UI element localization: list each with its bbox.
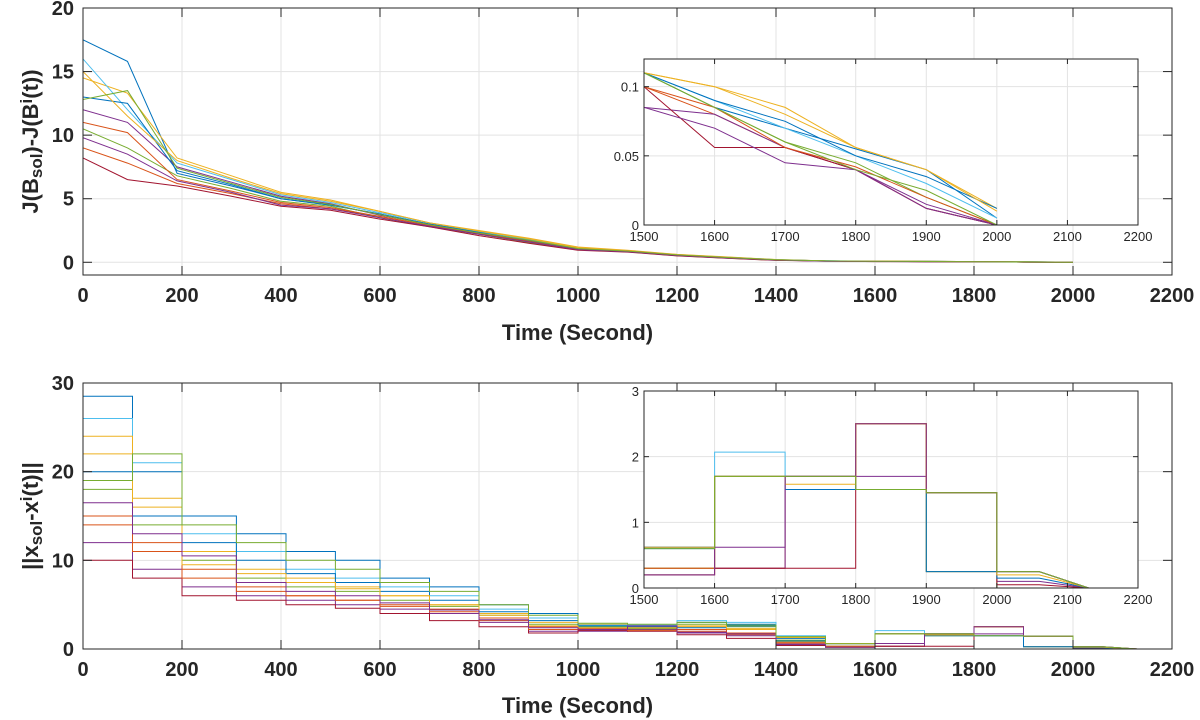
y-axis-label-part: J(B xyxy=(18,178,43,213)
x-tick-label: 1400 xyxy=(754,659,799,681)
x-axis-label: Time (Second) xyxy=(502,320,653,345)
x-tick-label: 1200 xyxy=(655,285,700,307)
x-tick-label: 1800 xyxy=(841,229,870,244)
y-axis-label: J(Bsol)-J(Bi(t)) xyxy=(17,69,46,213)
series-line-12 xyxy=(83,90,1074,263)
y-tick-label: 5 xyxy=(63,189,74,211)
x-tick-label: 2200 xyxy=(1150,285,1195,307)
y-tick-label: 30 xyxy=(52,373,74,395)
plot-background xyxy=(644,59,1138,225)
y-axis-label-part: -x xyxy=(18,500,43,520)
y-axis-label-part: (t)) xyxy=(18,69,43,98)
series-line-6 xyxy=(644,71,998,219)
y-tick-label: 0 xyxy=(63,252,74,274)
series-line-9 xyxy=(644,85,998,225)
x-tick-label: 1700 xyxy=(771,229,800,244)
y-tick-label: 20 xyxy=(52,0,74,20)
y-tick-label: 20 xyxy=(52,462,74,484)
x-tick-label: 1200 xyxy=(655,659,700,681)
x-tick-label: 800 xyxy=(462,659,495,681)
x-tick-label: 2000 xyxy=(982,229,1011,244)
x-tick-label: 400 xyxy=(264,659,297,681)
x-tick-label: 0 xyxy=(77,659,88,681)
series-line-11 xyxy=(644,106,998,225)
x-tick-label: 200 xyxy=(165,659,198,681)
series-line-8 xyxy=(644,71,998,209)
x-tick-label: 1500 xyxy=(630,592,659,607)
y-axis-label-part: i xyxy=(17,496,36,501)
y-tick-label: 0 xyxy=(632,218,639,233)
x-tick-label: 1400 xyxy=(754,285,799,307)
series-line-10 xyxy=(644,71,998,212)
x-tick-label: 1600 xyxy=(700,229,729,244)
y-axis-label-part: sol xyxy=(27,154,46,179)
series-group xyxy=(644,71,998,225)
y-tick-label: 0.05 xyxy=(614,149,639,164)
x-tick-label: 2100 xyxy=(1053,229,1082,244)
x-tick-label: 2200 xyxy=(1124,229,1153,244)
x-tick-label: 2200 xyxy=(1124,592,1153,607)
y-tick-label: 2 xyxy=(632,450,639,465)
y-tick-label: 10 xyxy=(52,125,74,147)
x-tick-label: 800 xyxy=(462,285,495,307)
y-axis-label: ||xsol-xi(t)|| xyxy=(17,462,46,570)
series-line-8 xyxy=(644,475,1089,588)
x-tick-label: 1600 xyxy=(853,659,898,681)
series-group xyxy=(83,39,1074,263)
x-tick-label: 1500 xyxy=(630,229,659,244)
inset-axes-1: 1500 1600 1700 1800 1900 2000 2100 2200 0 1 2 3 xyxy=(630,384,1153,607)
series-group xyxy=(83,395,1138,649)
x-tick-label: 1800 xyxy=(841,592,870,607)
series-line-8 xyxy=(83,471,1138,649)
series-line-12 xyxy=(644,475,1089,588)
series-line-7 xyxy=(644,85,998,225)
x-tick-label: 1600 xyxy=(853,285,898,307)
y-tick-label: 0 xyxy=(632,581,639,596)
series-line-7 xyxy=(644,423,1089,588)
x-tick-label: 0 xyxy=(77,285,88,307)
x-tick-label: 1600 xyxy=(700,592,729,607)
y-tick-label: 1 xyxy=(632,515,639,530)
x-tick-label: 400 xyxy=(264,285,297,307)
axes-box xyxy=(643,390,1139,589)
y-axis-label-part: i xyxy=(17,99,36,104)
y-axis-label-part: )-J(B xyxy=(18,103,43,153)
x-tick-label: 1900 xyxy=(912,229,941,244)
y-tick-label: 0.1 xyxy=(621,80,639,95)
x-tick-label: 2000 xyxy=(982,592,1011,607)
y-tick-label: 0 xyxy=(63,639,74,661)
series-line-12 xyxy=(644,71,998,225)
x-tick-label: 600 xyxy=(363,659,396,681)
series-line-3 xyxy=(644,71,998,209)
x-tick-label: 1000 xyxy=(556,659,601,681)
x-tick-label: 1800 xyxy=(952,659,997,681)
axes-box xyxy=(82,7,1173,276)
x-tick-label: 2000 xyxy=(1051,285,1096,307)
x-tick-label: 2000 xyxy=(1051,659,1096,681)
y-tick-label: 10 xyxy=(52,550,74,572)
series-line-4 xyxy=(644,106,998,225)
y-axis-label-part: ||x xyxy=(18,545,43,570)
x-tick-label: 200 xyxy=(165,285,198,307)
x-tick-label: 2100 xyxy=(1053,592,1082,607)
y-axis-label-part: (t)|| xyxy=(18,462,43,496)
series-line-1 xyxy=(644,71,998,219)
x-tick-label: 1800 xyxy=(952,285,997,307)
series-group xyxy=(644,423,1089,588)
y-axis-label-part: sol xyxy=(27,521,46,546)
inset-axes-0: 1500 1600 1700 1800 1900 2000 2100 2200 0 0.05 0.1 xyxy=(614,58,1153,244)
x-tick-label: 600 xyxy=(363,285,396,307)
x-tick-label: 1700 xyxy=(771,592,800,607)
x-tick-label: 1000 xyxy=(556,285,601,307)
x-tick-label: 1900 xyxy=(912,592,941,607)
x-axis-label: Time (Second) xyxy=(502,693,653,718)
series-line-12 xyxy=(83,453,1138,649)
axes-box xyxy=(643,58,1139,226)
y-tick-label: 3 xyxy=(632,384,639,399)
x-tick-label: 2200 xyxy=(1150,659,1195,681)
y-tick-label: 15 xyxy=(52,62,74,84)
axes-box xyxy=(82,382,1173,650)
